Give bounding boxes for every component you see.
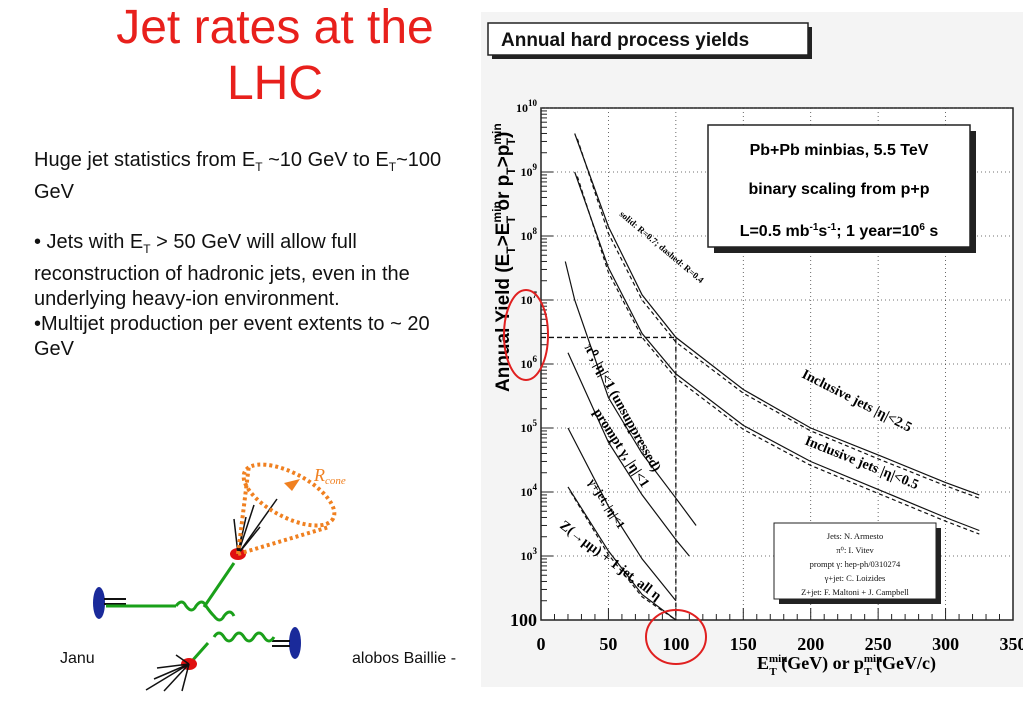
series-prompt_gamma bbox=[567, 352, 690, 557]
info-line-1: Pb+Pb minbias, 5.5 TeV bbox=[750, 142, 929, 159]
footer-date: Janu bbox=[60, 650, 95, 667]
x-tick-label: 100 bbox=[662, 634, 689, 654]
credit-prompt-gamma: prompt γ: hep-ph/0310274 bbox=[810, 559, 901, 569]
y-tick-label: 106 bbox=[521, 354, 538, 371]
credit-pi0: π⁰: I. Vitev bbox=[836, 545, 874, 555]
plot-axes: 0 50 100 150 200 250 300 3501031041051061071081… bbox=[490, 98, 1023, 678]
x-tick-label: 250 bbox=[865, 634, 892, 654]
chart-title-box: Annual hard process yields bbox=[487, 22, 812, 59]
y-axis-title: Annual Yield (ET>EminT or pT>pminT) bbox=[490, 123, 518, 392]
x-tick-label: 50 bbox=[599, 634, 617, 654]
series-jets_eta05_solid bbox=[574, 171, 980, 532]
series-jets_eta25_dashed bbox=[576, 138, 980, 499]
info-line-2: binary scaling from p+p bbox=[749, 181, 930, 198]
slide-title: Jet rates at the LHC bbox=[75, 0, 475, 112]
series-jets_eta25_solid bbox=[574, 133, 980, 496]
series-jets_eta05_dashed bbox=[576, 176, 980, 535]
highlight-circle-100gev bbox=[645, 609, 707, 665]
paragraph-full-reconstruction: • Jets with ET > 50 GeV will allow full … bbox=[34, 231, 410, 310]
series-z_jet_solid bbox=[567, 486, 677, 621]
body-text: Huge jet statistics from ET ~10 GeV to E… bbox=[34, 148, 454, 362]
chart-title: Annual hard process yields bbox=[501, 30, 749, 51]
x-tick-label: 300 bbox=[932, 634, 959, 654]
series-pi0 bbox=[564, 261, 697, 526]
footer-author: alobos Baillie - bbox=[352, 650, 457, 667]
credit-z-jet: Z+jet: F. Maltoni + J. Campbell bbox=[801, 587, 909, 597]
series-layer bbox=[541, 133, 980, 621]
gluon-line-right bbox=[212, 631, 276, 643]
x-tick-label: 0 bbox=[537, 634, 546, 654]
paragraph-jet-statistics: Huge jet statistics from ET ~10 GeV to E… bbox=[34, 149, 442, 203]
x-tick-label: 200 bbox=[797, 634, 824, 654]
x-tick-label: 350 bbox=[1000, 634, 1023, 654]
left-beam-icon bbox=[93, 587, 105, 619]
title-line-2: LHC bbox=[226, 57, 324, 110]
y-tick-label-100: 100 bbox=[510, 610, 537, 630]
cone-radius-label: Rcone bbox=[313, 465, 346, 487]
lower-jet-arrows bbox=[145, 654, 190, 692]
jet-cone bbox=[236, 462, 337, 556]
right-beam-icon bbox=[289, 627, 301, 659]
credit-gamma-jet: γ+jet: C. Loizides bbox=[824, 573, 886, 583]
jet-production-diagram: Rcone bbox=[93, 462, 346, 692]
series-gamma_jet bbox=[567, 427, 677, 602]
info-box: Pb+Pb minbias, 5.5 TeV binary scaling fr… bbox=[707, 124, 976, 253]
paragraph-multijet: •Multijet production per event extents t… bbox=[34, 313, 430, 360]
outgoing-parton-down bbox=[190, 642, 210, 662]
credits-box: Jets: N. Armesto π⁰: I. Vitev prompt γ: … bbox=[773, 522, 941, 604]
outgoing-parton-up bbox=[202, 562, 236, 608]
x-axis-title: Emin T (GeV) or pmin T (GeV/c) bbox=[757, 653, 936, 678]
credit-jets: Jets: N. Armesto bbox=[827, 531, 883, 541]
y-tick-label: 1010 bbox=[516, 98, 538, 115]
y-tick-label: 104 bbox=[521, 482, 538, 499]
y-tick-label: 109 bbox=[521, 162, 538, 179]
dashed-marker-line bbox=[541, 336, 677, 620]
x-tick-label: 150 bbox=[730, 634, 757, 654]
y-tick-label: 108 bbox=[521, 226, 538, 243]
y-tick-label: 103 bbox=[521, 546, 538, 563]
annual-yields-chart: Annual hard process yields 0 50 100 150 200 2… bbox=[481, 12, 1023, 687]
y-tick-label: 105 bbox=[521, 418, 538, 435]
title-line-1: Jet rates at the bbox=[116, 1, 434, 54]
info-line-3: L=0.5 mb-1s-1; 1 year=106 s bbox=[740, 222, 939, 240]
series-z_jet_dashed bbox=[570, 491, 677, 621]
highlight-circle-yield bbox=[503, 289, 549, 381]
